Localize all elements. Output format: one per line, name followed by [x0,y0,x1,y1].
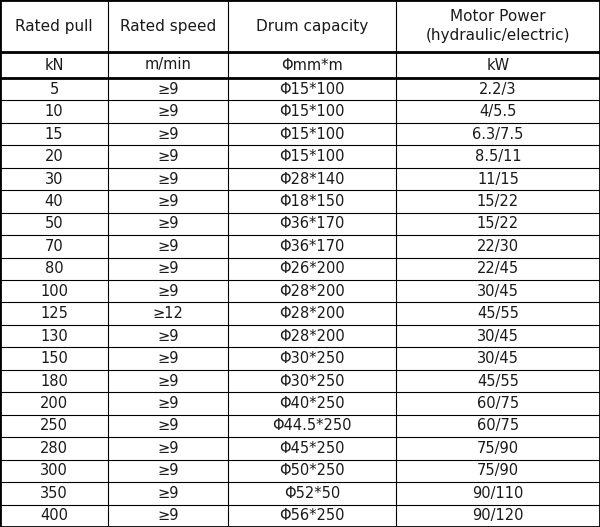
Text: Φ28*140: Φ28*140 [279,171,345,187]
Text: ≥9: ≥9 [157,351,179,366]
Text: Φ18*150: Φ18*150 [280,194,344,209]
Text: 180: 180 [40,374,68,388]
Text: Φ28*200: Φ28*200 [279,284,345,299]
Text: ≥9: ≥9 [157,194,179,209]
Text: 40: 40 [44,194,64,209]
Text: ≥9: ≥9 [157,104,179,119]
Text: ≥9: ≥9 [157,82,179,97]
Text: Φ50*250: Φ50*250 [279,463,345,479]
Text: 250: 250 [40,418,68,434]
Text: 75/90: 75/90 [477,463,519,479]
Text: ≥9: ≥9 [157,508,179,523]
Text: Φ15*100: Φ15*100 [279,149,345,164]
Text: 200: 200 [40,396,68,411]
Text: Motor Power
(hydraulic/electric): Motor Power (hydraulic/electric) [426,9,570,43]
Text: ≥9: ≥9 [157,171,179,187]
Text: 50: 50 [44,217,64,231]
Text: ≥9: ≥9 [157,396,179,411]
Text: 22/45: 22/45 [477,261,519,276]
Text: 30/45: 30/45 [477,351,519,366]
Text: ≥9: ≥9 [157,441,179,456]
Text: 15: 15 [45,126,63,142]
Text: 15/22: 15/22 [477,217,519,231]
Text: 6.3/7.5: 6.3/7.5 [472,126,524,142]
Text: 5: 5 [49,82,59,97]
Text: 45/55: 45/55 [477,306,519,321]
Text: 280: 280 [40,441,68,456]
Text: ≥9: ≥9 [157,217,179,231]
Text: Φ36*170: Φ36*170 [280,217,344,231]
Text: ≥12: ≥12 [152,306,184,321]
Text: Φmm*m: Φmm*m [281,57,343,73]
Text: ≥9: ≥9 [157,329,179,344]
Text: ≥9: ≥9 [157,149,179,164]
Text: ≥9: ≥9 [157,261,179,276]
Text: m/min: m/min [145,57,191,73]
Text: ≥9: ≥9 [157,463,179,479]
Text: 8.5/11: 8.5/11 [475,149,521,164]
Text: ≥9: ≥9 [157,126,179,142]
Text: 15/22: 15/22 [477,194,519,209]
Text: Φ36*170: Φ36*170 [280,239,344,254]
Text: Φ56*250: Φ56*250 [279,508,345,523]
Text: 90/110: 90/110 [472,486,524,501]
Text: Φ15*100: Φ15*100 [279,126,345,142]
Text: 125: 125 [40,306,68,321]
Text: ≥9: ≥9 [157,486,179,501]
Text: 2.2/3: 2.2/3 [479,82,517,97]
Text: Drum capacity: Drum capacity [256,18,368,34]
Text: ≥9: ≥9 [157,239,179,254]
Text: 45/55: 45/55 [477,374,519,388]
Text: Φ45*250: Φ45*250 [279,441,345,456]
Text: Φ26*200: Φ26*200 [279,261,345,276]
Text: 100: 100 [40,284,68,299]
Text: Rated pull: Rated pull [15,18,93,34]
Text: 300: 300 [40,463,68,479]
Text: 80: 80 [44,261,64,276]
Text: Φ30*250: Φ30*250 [279,374,345,388]
Text: 350: 350 [40,486,68,501]
Text: 30/45: 30/45 [477,284,519,299]
Text: Φ40*250: Φ40*250 [279,396,345,411]
Text: Φ15*100: Φ15*100 [279,82,345,97]
Text: ≥9: ≥9 [157,418,179,434]
Text: 20: 20 [44,149,64,164]
Text: ≥9: ≥9 [157,374,179,388]
Text: 75/90: 75/90 [477,441,519,456]
Text: Φ44.5*250: Φ44.5*250 [272,418,352,434]
Text: kW: kW [487,57,509,73]
Text: 60/75: 60/75 [477,396,519,411]
Text: 400: 400 [40,508,68,523]
Text: Φ28*200: Φ28*200 [279,329,345,344]
Text: 30: 30 [45,171,63,187]
Text: Φ52*50: Φ52*50 [284,486,340,501]
Text: 130: 130 [40,329,68,344]
Text: 22/30: 22/30 [477,239,519,254]
Text: Φ15*100: Φ15*100 [279,104,345,119]
Text: 150: 150 [40,351,68,366]
Text: 4/5.5: 4/5.5 [479,104,517,119]
Text: 90/120: 90/120 [472,508,524,523]
Text: 10: 10 [44,104,64,119]
Text: Φ28*200: Φ28*200 [279,306,345,321]
Text: 70: 70 [44,239,64,254]
Text: Rated speed: Rated speed [120,18,216,34]
Text: ≥9: ≥9 [157,284,179,299]
Text: Φ30*250: Φ30*250 [279,351,345,366]
Text: 30/45: 30/45 [477,329,519,344]
Text: 60/75: 60/75 [477,418,519,434]
Text: kN: kN [44,57,64,73]
Text: 11/15: 11/15 [477,171,519,187]
